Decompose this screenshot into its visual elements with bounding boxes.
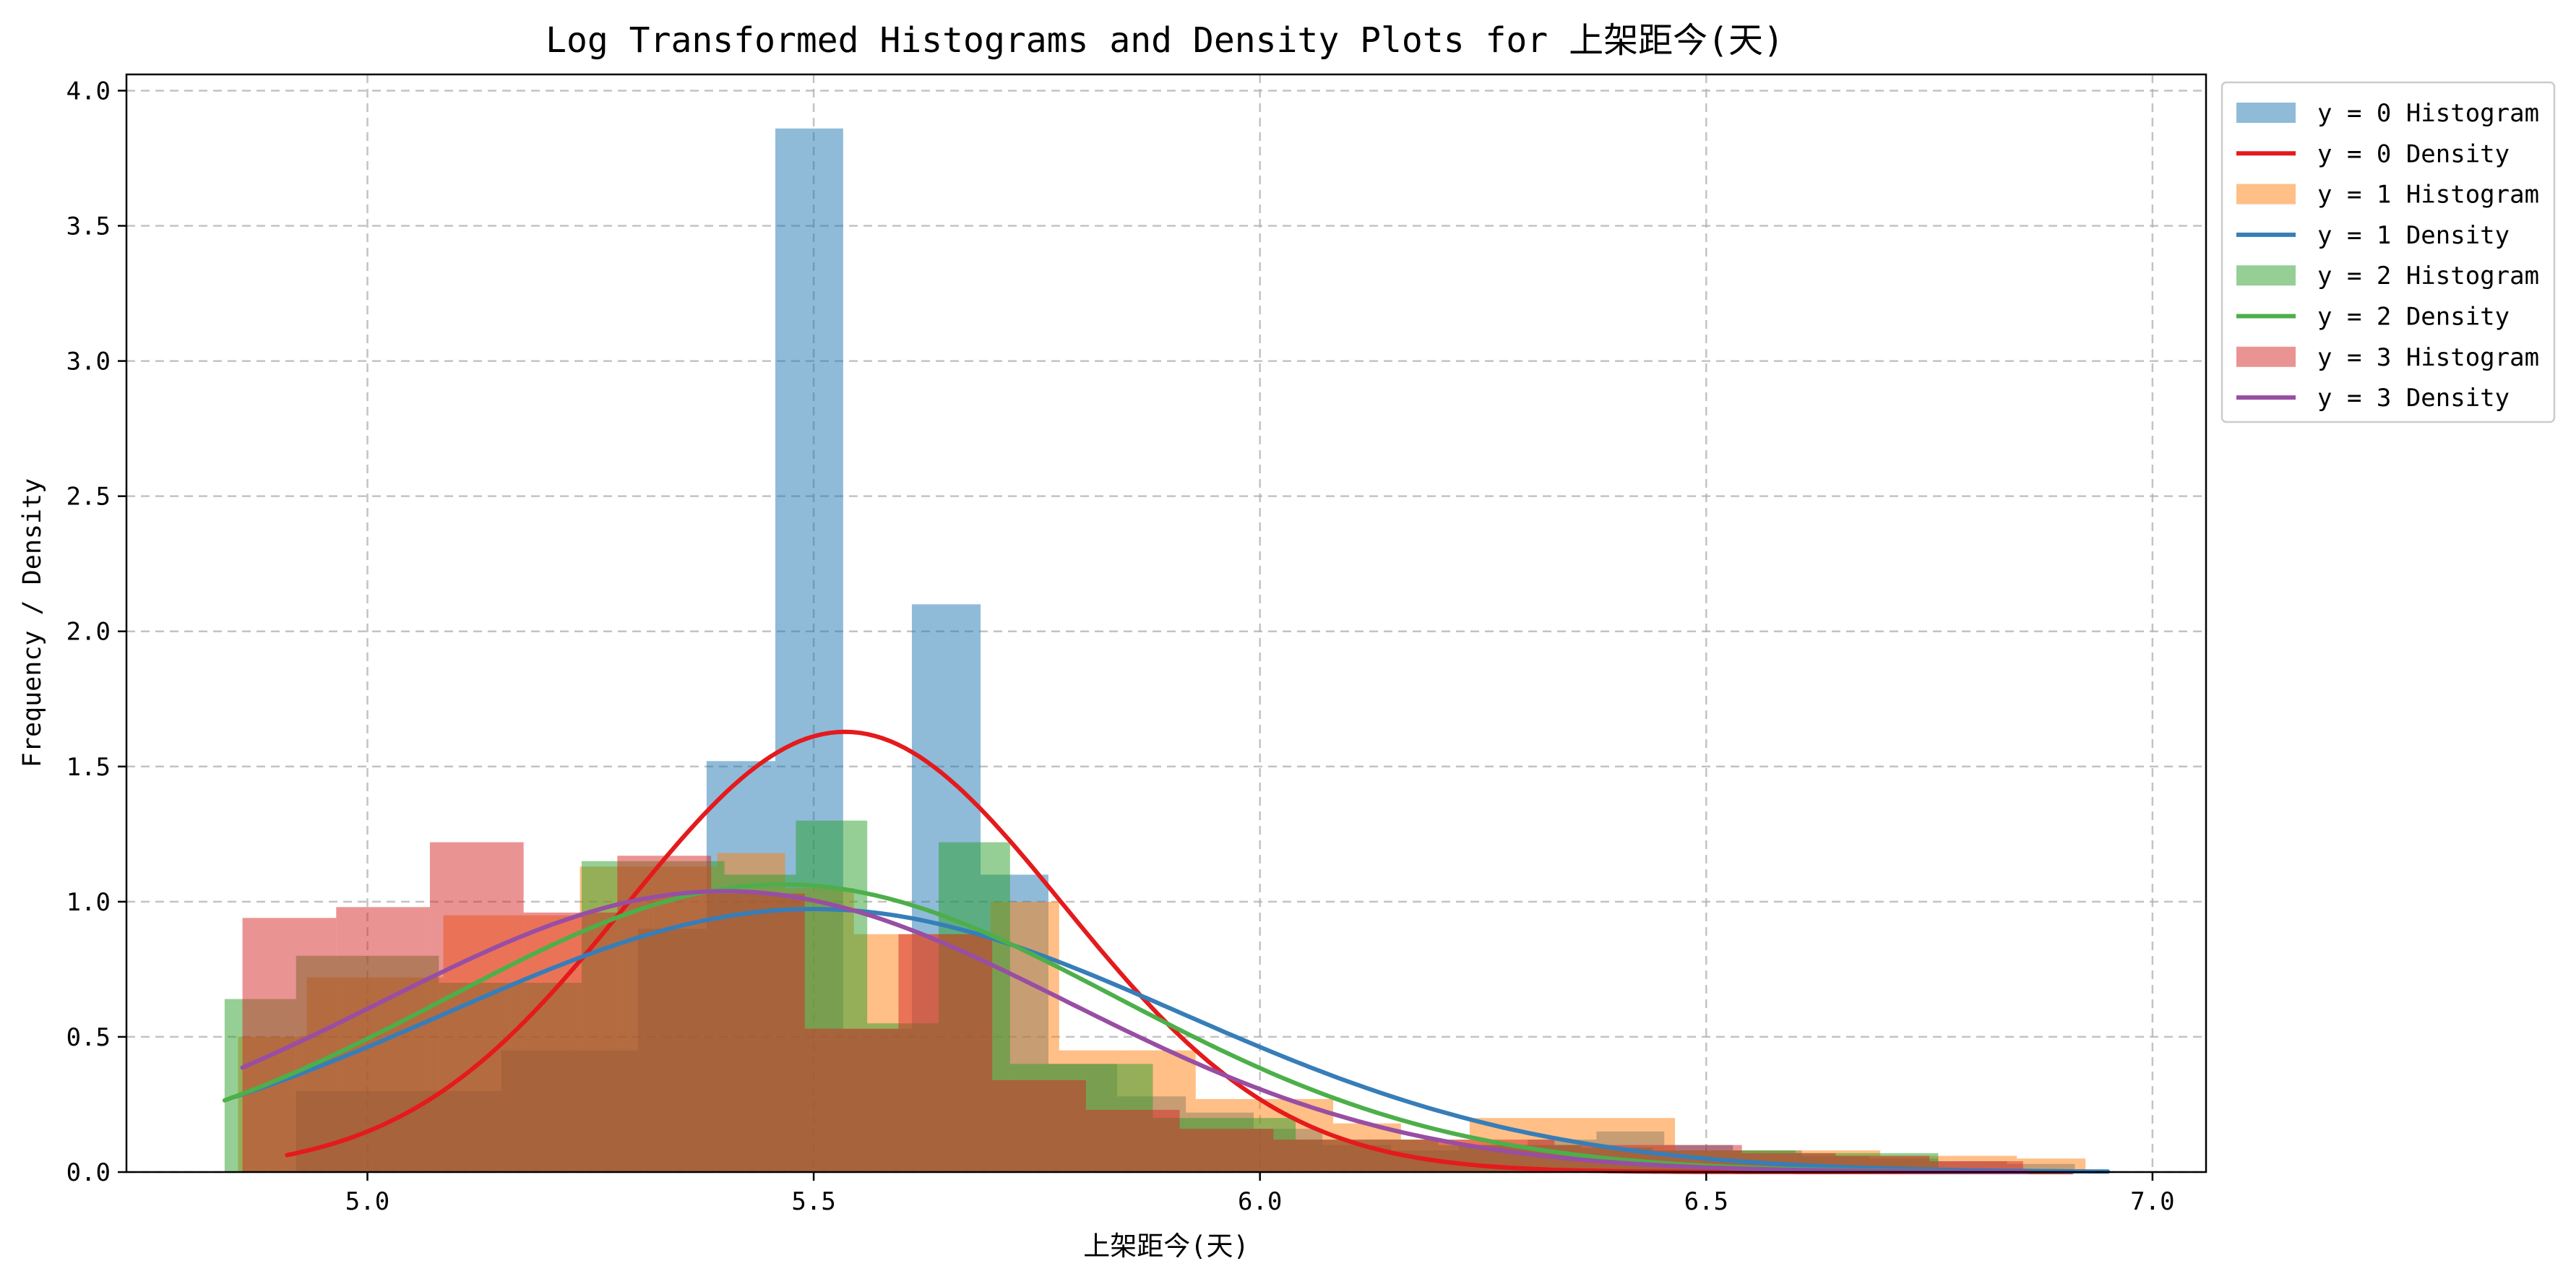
histogram-bar bbox=[711, 893, 805, 1172]
legend-frame bbox=[2220, 81, 2556, 423]
y-tick-label: 1.5 bbox=[66, 753, 111, 782]
legend-label: y = 3 Density bbox=[2317, 384, 2510, 413]
x-tick-label: 6.0 bbox=[1238, 1187, 1282, 1216]
histogram-bar bbox=[523, 912, 618, 1172]
histogram-bar bbox=[429, 842, 524, 1172]
y-tick-label: 0.5 bbox=[66, 1023, 111, 1052]
y-tick-label: 1.0 bbox=[66, 888, 111, 917]
x-tick-label: 5.5 bbox=[791, 1187, 835, 1216]
legend-label: y = 0 Density bbox=[2317, 139, 2510, 168]
legend-swatch bbox=[2236, 265, 2296, 286]
legend-item-y-1-histogram: y = 1 Histogram bbox=[2236, 181, 2539, 210]
legend-item-y-0-density: y = 0 Density bbox=[2236, 139, 2510, 168]
histogram-bar bbox=[898, 934, 993, 1172]
chart-legend: y = 0 Histogram y = 0 Density y = 1 Histog… bbox=[2220, 81, 2556, 423]
x-tick-label: 5.0 bbox=[345, 1187, 389, 1216]
legend-label: y = 0 Histogram bbox=[2317, 99, 2539, 128]
y-1-density-curve bbox=[231, 907, 2111, 1174]
legend-label: y = 1 Histogram bbox=[2317, 181, 2539, 210]
y-axis-label: Frequency / Density bbox=[18, 478, 47, 767]
chart-title: Log Transformed Histograms and Density P… bbox=[546, 20, 1784, 61]
x-tick-label: 6.5 bbox=[1684, 1187, 1728, 1216]
x-axis-label: 上架距今(天) bbox=[1083, 1231, 1249, 1262]
y-tick-label: 0.0 bbox=[66, 1158, 111, 1187]
y-axis-ticks: 0.0 0.5 1.0 1.5 2.0 2.5 3.0 3.5 4.0 bbox=[66, 77, 126, 1187]
legend-item-y-3-histogram: y = 3 Histogram bbox=[2236, 343, 2539, 372]
histogram-bar bbox=[1273, 1140, 1367, 1172]
histogram-bar bbox=[617, 856, 712, 1172]
legend-swatch bbox=[2236, 346, 2296, 367]
y-3-density-curve bbox=[240, 889, 2030, 1174]
legend-label: y = 2 Density bbox=[2317, 303, 2510, 332]
histogram-bar bbox=[2017, 1158, 2086, 1172]
histogram-bar bbox=[1085, 1109, 1180, 1172]
legend-swatch bbox=[2236, 184, 2296, 204]
legend-swatch bbox=[2236, 103, 2296, 123]
y-2-density-curve bbox=[222, 882, 1959, 1174]
histogram-bar bbox=[804, 1028, 899, 1172]
y-tick-label: 3.0 bbox=[66, 348, 111, 376]
legend-item-y-3-density: y = 3 Density bbox=[2236, 384, 2510, 413]
legend-item-y-1-density: y = 1 Density bbox=[2236, 221, 2510, 250]
legend-label: y = 2 Histogram bbox=[2317, 262, 2539, 290]
y-tick-label: 2.5 bbox=[66, 483, 111, 512]
x-axis-ticks: 5.0 5.5 6.0 6.5 7.0 bbox=[345, 1172, 2175, 1216]
y-tick-label: 4.0 bbox=[66, 77, 111, 105]
y-tick-label: 2.0 bbox=[66, 618, 111, 647]
histogram-bar bbox=[1179, 1129, 1274, 1172]
y-tick-label: 3.5 bbox=[66, 212, 111, 241]
legend-item-y-0-histogram: y = 0 Histogram bbox=[2236, 99, 2539, 128]
legend-item-y-2-histogram: y = 2 Histogram bbox=[2236, 262, 2539, 290]
plot-area-frame bbox=[125, 73, 2207, 1174]
histogram-bars bbox=[224, 128, 2086, 1172]
x-tick-label: 7.0 bbox=[2130, 1187, 2174, 1216]
legend-label: y = 1 Density bbox=[2317, 221, 2510, 250]
histogram-bar bbox=[992, 1080, 1086, 1172]
legend-label: y = 3 Histogram bbox=[2317, 343, 2539, 372]
legend-item-y-2-density: y = 2 Density bbox=[2236, 303, 2510, 332]
